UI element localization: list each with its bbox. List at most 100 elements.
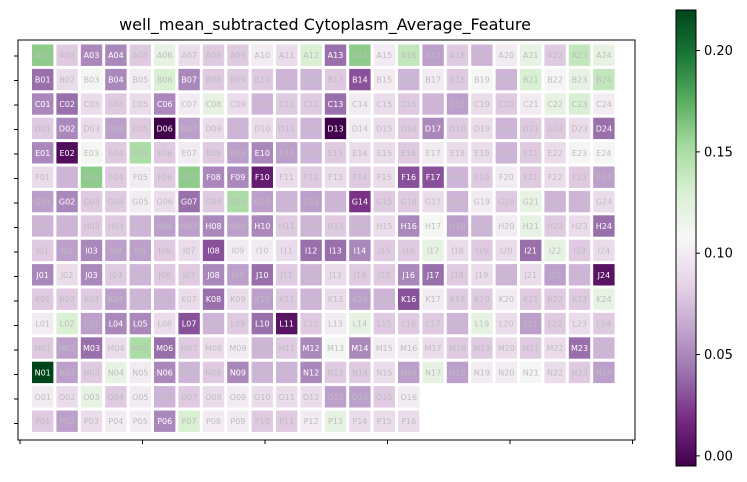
well-label: H13	[327, 222, 343, 231]
well-label: A09	[230, 51, 246, 60]
heatmap-cell	[105, 361, 127, 384]
well-label: N16	[401, 368, 417, 377]
heatmap-cell	[520, 312, 542, 335]
heatmap-cell	[56, 264, 78, 286]
heatmap-cell	[446, 68, 469, 91]
heatmap-cell	[324, 337, 347, 359]
heatmap-cell	[251, 239, 273, 262]
well-label: G23	[571, 198, 587, 207]
heatmap-cell	[398, 68, 420, 91]
heatmap-cell	[544, 312, 566, 335]
well-label: P12	[304, 417, 319, 426]
well-label: I02	[61, 246, 74, 255]
heatmap-cell	[446, 142, 469, 164]
well-label: E23	[572, 149, 587, 158]
y-axis-ticks	[14, 55, 18, 424]
heatmap-cell	[422, 117, 444, 140]
well-label: K17	[425, 295, 440, 304]
heatmap-cell	[154, 264, 176, 286]
well-label: I09	[232, 246, 245, 255]
well-label: L06	[157, 320, 172, 329]
heatmap-cell	[373, 239, 395, 262]
heatmap-cell	[178, 410, 200, 432]
well-label: F09	[231, 173, 246, 182]
well-label: G20	[498, 198, 514, 207]
heatmap-cell	[324, 312, 347, 335]
well-label: F23	[572, 173, 587, 182]
heatmap-cell	[495, 361, 517, 384]
heatmap-cell	[32, 215, 54, 237]
heatmap-cell	[495, 190, 517, 213]
heatmap-cell	[373, 68, 395, 91]
heatmap-cell	[80, 337, 103, 359]
well-label: P01	[35, 417, 50, 426]
well-label: F04	[109, 173, 124, 182]
heatmap-cell	[227, 386, 249, 408]
colorbar-tick-label: 0.00	[704, 449, 733, 464]
well-label: K23	[572, 295, 587, 304]
well-label: J17	[426, 271, 440, 280]
well-label: C16	[401, 100, 417, 109]
well-label: G13	[327, 198, 343, 207]
heatmap-cell	[373, 312, 395, 335]
heatmap-cell	[520, 239, 542, 262]
heatmap-cell	[178, 68, 200, 91]
well-label: G08	[205, 198, 221, 207]
well-label: N03	[83, 368, 99, 377]
heatmap-cell	[422, 142, 444, 164]
well-label: H15	[376, 222, 392, 231]
heatmap-cell	[349, 68, 371, 91]
well-label: L21	[523, 320, 538, 329]
well-label: M23	[571, 344, 588, 353]
well-label: L02	[60, 320, 75, 329]
heatmap-cell	[154, 288, 176, 310]
heatmap-cell	[398, 142, 420, 164]
well-label: D07	[181, 124, 197, 133]
well-label: P06	[157, 417, 172, 426]
well-label: O03	[83, 393, 99, 402]
heatmap-cell	[202, 166, 225, 188]
heatmap-cell	[227, 361, 249, 384]
well-label: D19	[474, 124, 490, 133]
heatmap-cell	[251, 337, 273, 359]
well-label: F24	[597, 173, 612, 182]
heatmap-cell	[324, 68, 347, 91]
well-label: C15	[376, 100, 392, 109]
heatmap-cell	[56, 410, 78, 432]
well-label: K04	[108, 295, 123, 304]
well-label: G07	[181, 198, 197, 207]
heatmap-cell	[349, 215, 371, 237]
well-label: L18	[450, 320, 465, 329]
heatmap-cell	[105, 215, 127, 237]
well-label: D10	[254, 124, 270, 133]
well-label: M11	[278, 344, 295, 353]
heatmap-cell	[520, 166, 542, 188]
heatmap-cell	[398, 190, 420, 213]
heatmap-cell	[593, 361, 615, 384]
heatmap-cell	[56, 68, 78, 91]
well-label: I03	[85, 246, 98, 255]
well-label: F06	[157, 173, 172, 182]
well-label: L14	[353, 320, 368, 329]
heatmap-cell	[178, 93, 200, 115]
well-label: N02	[59, 368, 75, 377]
well-label: D09	[230, 124, 246, 133]
heatmap-cell	[56, 166, 78, 188]
heatmap-cell	[178, 142, 200, 164]
well-label: K07	[181, 295, 196, 304]
well-label: J09	[231, 271, 245, 280]
heatmap-cell	[446, 312, 469, 335]
heatmap-cell	[300, 215, 322, 237]
heatmap-cell	[202, 410, 225, 432]
well-label: O16	[400, 393, 416, 402]
well-label: F16	[401, 173, 416, 182]
well-label: G05	[132, 198, 148, 207]
well-label: E15	[377, 149, 392, 158]
colorbar-tick-label: 0.05	[704, 348, 733, 363]
well-label: A01	[35, 51, 51, 60]
well-label: E06	[157, 149, 172, 158]
heatmap-cell	[276, 337, 298, 359]
well-label: N20	[498, 368, 514, 377]
heatmap-cell	[80, 44, 103, 66]
well-label: G02	[59, 198, 75, 207]
